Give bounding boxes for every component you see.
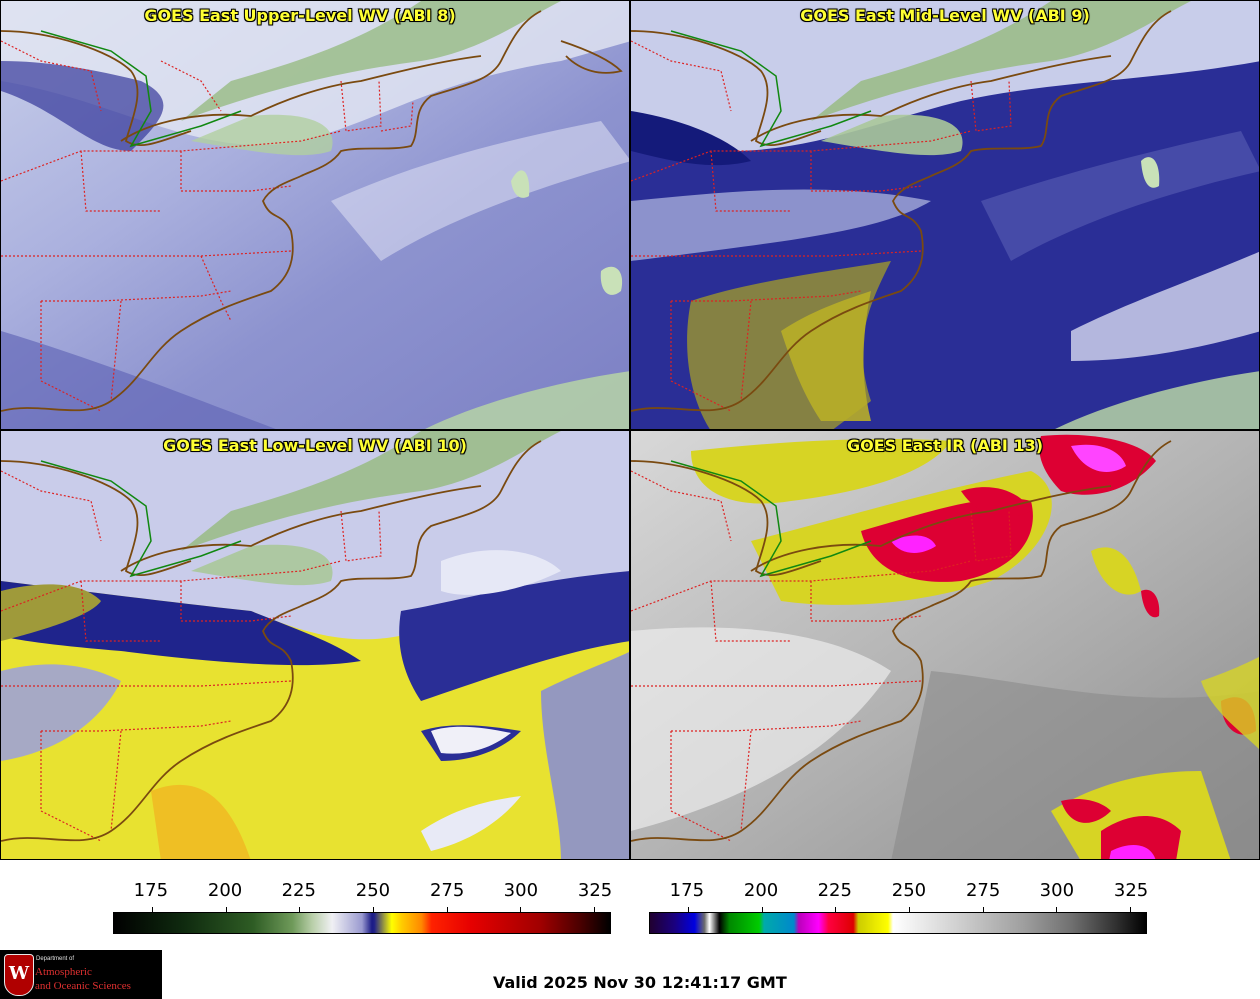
tick-mark	[908, 907, 910, 913]
ir-image	[631, 431, 1259, 859]
logo-dept-line: Department of	[36, 956, 75, 962]
tick-mark	[446, 907, 448, 913]
wv-tick-label: 200	[207, 880, 243, 901]
uw-crest-icon: W	[4, 954, 34, 996]
tick-mark	[299, 907, 300, 913]
wv-colorbar-tick-labels: 175 200 225 250 275 300 325	[113, 880, 613, 906]
logo-line-1: Atmospheric	[35, 966, 92, 978]
tick-mark	[225, 907, 227, 913]
ir-panel: GOES East IR (ABI 13)	[630, 430, 1260, 860]
wv-tick-label: 300	[503, 880, 539, 901]
tick-mark	[372, 907, 374, 913]
ir-tick-label: 325	[1113, 880, 1149, 901]
tick-mark	[687, 907, 689, 913]
ir-tick-label: 175	[669, 880, 705, 901]
mid-level-wv-panel: GOES East Mid-Level WV (ABI 9)	[630, 0, 1260, 430]
wv-colorbar-gradient	[113, 907, 611, 934]
tick-mark	[835, 907, 836, 913]
aos-logo: W Department of Atmospheric and Oceanic …	[0, 950, 162, 999]
tick-mark	[594, 907, 596, 913]
wv-tick-label: 225	[281, 880, 316, 901]
ir-tick-label: 300	[1039, 880, 1075, 901]
valid-time-label: Valid 2025 Nov 30 12:41:17 GMT	[493, 973, 787, 992]
mid-level-wv-image	[631, 1, 1259, 429]
wv-tick-label: 275	[429, 880, 465, 901]
wv-tick-label: 175	[133, 880, 169, 901]
tick-mark	[1056, 907, 1058, 913]
ir-colorbar-tick-labels: 175 200 225 250 275 300 325	[649, 880, 1149, 906]
upper-level-wv-panel: GOES East Upper-Level WV (ABI 8)	[0, 0, 630, 430]
tick-mark	[982, 907, 984, 913]
tick-mark	[761, 907, 763, 913]
low-level-wv-image	[1, 431, 629, 859]
tick-mark	[1130, 907, 1132, 913]
ir-colorbar-gradient	[649, 907, 1147, 934]
ir-tick-label: 200	[743, 880, 779, 901]
tick-mark	[520, 907, 522, 913]
ir-colorbar: 175 200 225 250 275 300 325	[649, 880, 1149, 934]
wv-tick-label: 325	[577, 880, 613, 901]
ir-tick-label: 250	[891, 880, 927, 901]
ir-tick-label: 275	[965, 880, 1001, 901]
low-level-wv-panel: GOES East Low-Level WV (ABI 10)	[0, 430, 630, 860]
logo-line-2: and Oceanic Sciences	[35, 980, 131, 992]
upper-level-wv-image	[1, 1, 629, 429]
ir-tick-label: 225	[817, 880, 852, 901]
tick-mark	[151, 907, 153, 913]
wv-tick-label: 250	[355, 880, 391, 901]
wv-colorbar: 175 200 225 250 275 300 325	[113, 880, 613, 934]
